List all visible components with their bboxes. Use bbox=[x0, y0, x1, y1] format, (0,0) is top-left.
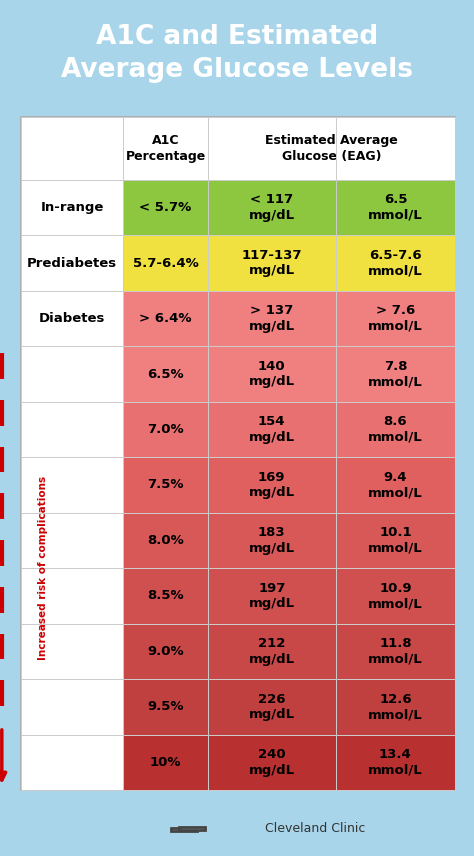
Text: 117-137
mg/dL: 117-137 mg/dL bbox=[242, 249, 302, 277]
Bar bbox=[123, 457, 208, 513]
Text: 197
mg/dL: 197 mg/dL bbox=[249, 582, 295, 610]
Bar bbox=[21, 568, 123, 624]
Bar bbox=[123, 679, 208, 734]
Bar bbox=[208, 291, 336, 347]
Text: 9.4
mmol/L: 9.4 mmol/L bbox=[368, 471, 423, 499]
Bar bbox=[336, 734, 455, 790]
Text: 7.5%: 7.5% bbox=[147, 479, 184, 491]
Bar bbox=[208, 624, 336, 679]
Bar bbox=[208, 117, 455, 180]
Text: 169
mg/dL: 169 mg/dL bbox=[249, 471, 295, 499]
Bar bbox=[21, 117, 123, 180]
Text: > 6.4%: > 6.4% bbox=[139, 312, 192, 325]
Bar bbox=[336, 624, 455, 679]
Bar bbox=[208, 401, 336, 457]
Text: 6.5%: 6.5% bbox=[147, 367, 184, 381]
Text: 154
mg/dL: 154 mg/dL bbox=[249, 415, 295, 443]
Text: 5.7-6.4%: 5.7-6.4% bbox=[133, 257, 199, 270]
Bar bbox=[21, 513, 123, 568]
Bar bbox=[123, 235, 208, 291]
Bar bbox=[123, 291, 208, 347]
Text: 7.0%: 7.0% bbox=[147, 423, 184, 436]
Bar bbox=[21, 679, 123, 734]
Text: Diabetes: Diabetes bbox=[39, 312, 106, 325]
Bar bbox=[208, 347, 336, 401]
Bar bbox=[123, 117, 208, 180]
Text: 9.0%: 9.0% bbox=[147, 645, 184, 658]
Text: 240
mg/dL: 240 mg/dL bbox=[249, 748, 295, 776]
Bar bbox=[208, 679, 336, 734]
Bar bbox=[336, 513, 455, 568]
Text: A1C and Estimated
Average Glucose Levels: A1C and Estimated Average Glucose Levels bbox=[61, 24, 413, 83]
Bar bbox=[21, 347, 123, 401]
Bar bbox=[123, 624, 208, 679]
Text: 11.8
mmol/L: 11.8 mmol/L bbox=[368, 637, 423, 666]
Bar bbox=[123, 401, 208, 457]
Text: 183
mg/dL: 183 mg/dL bbox=[249, 526, 295, 555]
Text: A1C
Percentage: A1C Percentage bbox=[126, 134, 206, 163]
Bar bbox=[123, 734, 208, 790]
Bar bbox=[336, 401, 455, 457]
Text: > 137
mg/dL: > 137 mg/dL bbox=[249, 304, 295, 333]
Bar bbox=[336, 291, 455, 347]
Text: > 7.6
mmol/L: > 7.6 mmol/L bbox=[368, 304, 423, 333]
Bar bbox=[336, 679, 455, 734]
Text: < 5.7%: < 5.7% bbox=[139, 201, 191, 214]
Text: 12.6
mmol/L: 12.6 mmol/L bbox=[368, 693, 423, 721]
Text: 10%: 10% bbox=[150, 756, 181, 769]
Bar bbox=[336, 180, 455, 235]
Bar bbox=[21, 180, 123, 235]
Bar bbox=[208, 457, 336, 513]
Text: 140
mg/dL: 140 mg/dL bbox=[249, 360, 295, 389]
Bar bbox=[21, 624, 123, 679]
Bar bbox=[336, 457, 455, 513]
Bar bbox=[208, 180, 336, 235]
Bar bbox=[123, 180, 208, 235]
Text: < 117
mg/dL: < 117 mg/dL bbox=[249, 193, 295, 222]
Text: In-range: In-range bbox=[41, 201, 104, 214]
Bar bbox=[123, 347, 208, 401]
Bar bbox=[21, 457, 123, 513]
Text: 6.5
mmol/L: 6.5 mmol/L bbox=[368, 193, 423, 222]
Text: 13.4
mmol/L: 13.4 mmol/L bbox=[368, 748, 423, 776]
Text: Increased risk of complications: Increased risk of complications bbox=[38, 476, 48, 660]
Bar bbox=[336, 235, 455, 291]
Text: 10.9
mmol/L: 10.9 mmol/L bbox=[368, 582, 423, 610]
Bar bbox=[208, 568, 336, 624]
Bar bbox=[208, 734, 336, 790]
Bar bbox=[171, 828, 197, 831]
Text: Estimated Average
Glucose (EAG): Estimated Average Glucose (EAG) bbox=[265, 134, 398, 163]
Text: 8.6
mmol/L: 8.6 mmol/L bbox=[368, 415, 423, 443]
Bar bbox=[208, 235, 336, 291]
Bar bbox=[21, 401, 123, 457]
Bar bbox=[21, 734, 123, 790]
Bar bbox=[123, 568, 208, 624]
Text: 6.5-7.6
mmol/L: 6.5-7.6 mmol/L bbox=[368, 249, 423, 277]
Bar bbox=[21, 291, 123, 347]
Text: 8.0%: 8.0% bbox=[147, 534, 184, 547]
Bar bbox=[123, 513, 208, 568]
Text: Cleveland Clinic: Cleveland Clinic bbox=[265, 822, 366, 835]
Bar bbox=[179, 827, 205, 830]
Bar bbox=[21, 235, 123, 291]
Text: 9.5%: 9.5% bbox=[147, 700, 184, 713]
Bar bbox=[336, 347, 455, 401]
Text: Prediabetes: Prediabetes bbox=[27, 257, 118, 270]
Text: 10.1
mmol/L: 10.1 mmol/L bbox=[368, 526, 423, 555]
Bar bbox=[208, 513, 336, 568]
Text: 226
mg/dL: 226 mg/dL bbox=[249, 693, 295, 721]
Text: 212
mg/dL: 212 mg/dL bbox=[249, 637, 295, 666]
Bar bbox=[336, 568, 455, 624]
Text: 7.8
mmol/L: 7.8 mmol/L bbox=[368, 360, 423, 389]
Text: 8.5%: 8.5% bbox=[147, 590, 184, 603]
